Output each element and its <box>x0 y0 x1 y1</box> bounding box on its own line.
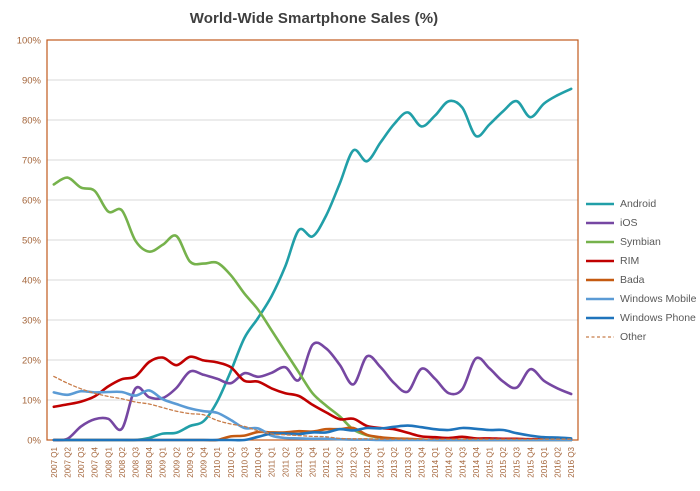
y-tick-label: 50% <box>22 236 42 247</box>
x-tick-label: 2010 Q1 <box>213 446 222 477</box>
x-tick-label: 2012 Q1 <box>322 446 331 477</box>
x-tick-label: 2011 Q3 <box>295 446 304 477</box>
x-tick-label: 2008 Q3 <box>132 446 141 477</box>
x-tick-label: 2010 Q4 <box>254 446 263 477</box>
legend-marker-line <box>586 297 614 300</box>
x-tick-label: 2011 Q1 <box>268 446 277 477</box>
legend-label: iOS <box>620 216 638 229</box>
y-tick-label: 0% <box>27 436 41 447</box>
legend-item-windows-mobile: Windows Mobile <box>585 289 696 308</box>
series-line-windows-mobile <box>52 389 573 442</box>
x-tick-label: 2013 Q1 <box>377 446 386 477</box>
legend-item-bada: Bada <box>585 270 696 289</box>
x-tick-label: 2015 Q2 <box>499 446 508 477</box>
x-tick-label: 2007 Q2 <box>63 446 72 477</box>
legend-marker-line <box>586 259 614 262</box>
y-tick-label: 90% <box>22 76 42 87</box>
x-tick-label: 2012 Q2 <box>336 446 345 477</box>
legend-marker-line <box>586 202 614 205</box>
legend-marker-line <box>586 278 614 281</box>
x-tick-label: 2008 Q4 <box>145 446 154 477</box>
y-tick-label: 60% <box>22 196 42 207</box>
legend-marker-line <box>586 335 614 338</box>
y-tick-label: 40% <box>22 276 42 287</box>
legend-item-android: Android <box>585 194 696 213</box>
legend-item-windows-phone: Windows Phone <box>585 308 696 327</box>
x-tick-label: 2011 Q4 <box>309 446 318 477</box>
x-tick-label: 2010 Q3 <box>240 446 249 477</box>
x-tick-label: 2013 Q2 <box>390 446 399 477</box>
x-tick-label: 2014 Q3 <box>458 446 467 477</box>
legend-marker-line <box>586 240 614 243</box>
series-line-windows-phone <box>52 424 573 442</box>
y-tick-label: 10% <box>22 396 42 407</box>
legend-item-rim: RIM <box>585 251 696 270</box>
x-tick-label: 2015 Q3 <box>513 446 522 477</box>
x-tick-label: 2013 Q3 <box>404 446 413 477</box>
x-tick-label: 2009 Q3 <box>186 446 195 477</box>
series-line-android <box>52 87 573 442</box>
x-tick-label: 2015 Q4 <box>526 446 535 477</box>
series-line-ios <box>52 341 573 442</box>
legend-label: Symbian <box>620 235 661 248</box>
x-tick-label: 2014 Q4 <box>472 446 481 477</box>
legend-marker-line <box>586 221 614 224</box>
chart-legend: Android iOS Symbian RIM Bada Windows Mobile Wi… <box>585 194 696 346</box>
y-tick-label: 100% <box>17 36 42 47</box>
x-tick-label: 2011 Q2 <box>281 446 290 477</box>
x-tick-label: 2015 Q1 <box>486 446 495 477</box>
x-tick-label: 2014 Q1 <box>431 446 440 477</box>
legend-label: Windows Phone <box>620 311 696 324</box>
x-tick-label: 2016 Q2 <box>554 446 563 477</box>
x-tick-label: 2012 Q3 <box>349 446 358 477</box>
x-tick-label: 2007 Q4 <box>91 446 100 477</box>
x-tick-label: 2016 Q1 <box>540 446 549 477</box>
series-line-rim <box>52 355 573 441</box>
legend-label: Android <box>620 197 657 210</box>
legend-marker-line <box>586 316 614 319</box>
legend-item-other: Other <box>585 327 696 346</box>
series-line-other <box>53 375 572 440</box>
y-tick-label: 80% <box>22 116 42 127</box>
x-tick-label: 2013 Q4 <box>417 446 426 477</box>
x-tick-label: 2010 Q2 <box>227 446 236 477</box>
y-tick-label: 70% <box>22 156 42 167</box>
x-tick-label: 2009 Q1 <box>159 446 168 477</box>
y-tick-label: 30% <box>22 316 42 327</box>
x-tick-label: 2012 Q4 <box>363 446 372 477</box>
x-tick-label: 2008 Q1 <box>104 446 113 477</box>
x-tick-label: 2008 Q2 <box>118 446 127 477</box>
legend-label: Bada <box>620 273 645 286</box>
legend-label: RIM <box>620 254 640 267</box>
legend-item-ios: iOS <box>585 213 696 232</box>
x-tick-label: 2014 Q2 <box>445 446 454 477</box>
legend-label: Other <box>620 330 647 343</box>
legend-label: Windows Mobile <box>620 292 697 305</box>
x-tick-label: 2007 Q1 <box>50 446 59 477</box>
y-tick-label: 20% <box>22 356 42 367</box>
x-tick-label: 2009 Q2 <box>172 446 181 477</box>
chart-title: World-Wide Smartphone Sales (%) <box>189 10 439 27</box>
x-tick-label: 2016 Q3 <box>567 446 576 477</box>
x-tick-label: 2007 Q3 <box>77 446 86 477</box>
x-tick-label: 2009 Q4 <box>200 446 209 477</box>
legend-item-symbian: Symbian <box>585 232 696 251</box>
